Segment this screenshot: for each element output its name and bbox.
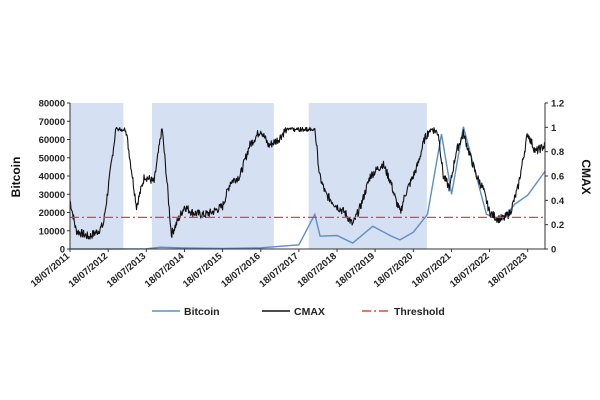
x-tick-label: 18/07/2023 (486, 251, 529, 290)
shaded-periods (70, 103, 427, 249)
y-left-tick-label: 10000 (39, 226, 65, 237)
y-axis-left-label: Bitcoin (9, 157, 23, 198)
shaded-period-3 (308, 103, 427, 249)
y-right-tick-label: 0 (551, 245, 556, 256)
series-line-bitcoin (70, 126, 546, 250)
x-tick-label: 18/07/2012 (67, 251, 110, 290)
y-right-tick-label: 0.4 (551, 196, 565, 207)
legend-label-threshold: Threshold (394, 306, 445, 318)
x-tick-label: 18/07/2020 (372, 251, 415, 290)
x-tick-label: 18/07/2016 (219, 251, 262, 290)
shaded-period-1 (70, 103, 124, 249)
x-tick-label: 18/07/2013 (105, 251, 148, 290)
y-right-tick-label: 0.6 (551, 172, 564, 183)
x-tick-label: 18/07/2017 (257, 251, 300, 290)
y-right-tick-label: 0.2 (551, 220, 564, 231)
y-left-tick-label: 70000 (39, 117, 65, 128)
x-tick-label: 18/07/2014 (143, 250, 187, 289)
axes (67, 102, 548, 252)
y-right-tick-label: 1.2 (551, 99, 564, 110)
shaded-period-2 (151, 103, 274, 249)
x-tick-label: 18/07/2011 (29, 250, 73, 289)
legend-label-bitcoin: Bitcoin (184, 306, 220, 318)
y-left-tick-label: 50000 (39, 153, 65, 164)
y-left-tick-label: 0 (60, 245, 65, 256)
legend: Bitcoin CMAX Threshold (152, 306, 445, 318)
y-left-tick-label: 60000 (39, 135, 65, 146)
y-left-tick-label: 80000 (39, 99, 65, 110)
y-right-tick-label: 0.8 (551, 147, 564, 158)
series-lines (69, 126, 546, 250)
y-left-tick-label: 20000 (39, 208, 65, 219)
x-tick-label: 18/07/2015 (181, 250, 225, 289)
y-axis-right-label: CMAX (579, 159, 593, 194)
legend-label-cmax: CMAX (294, 306, 325, 318)
x-tick-label: 18/07/2022 (448, 251, 491, 290)
x-tick-label: 18/07/2018 (295, 251, 338, 290)
y-left-tick-label: 30000 (39, 190, 65, 201)
y-right-tick-label: 1 (551, 123, 557, 134)
series-line-cmax (69, 126, 546, 240)
y-left-tick-label: 40000 (39, 172, 65, 183)
x-tick-label: 18/07/2019 (334, 251, 377, 290)
x-tick-label: 18/07/2021 (410, 250, 454, 289)
